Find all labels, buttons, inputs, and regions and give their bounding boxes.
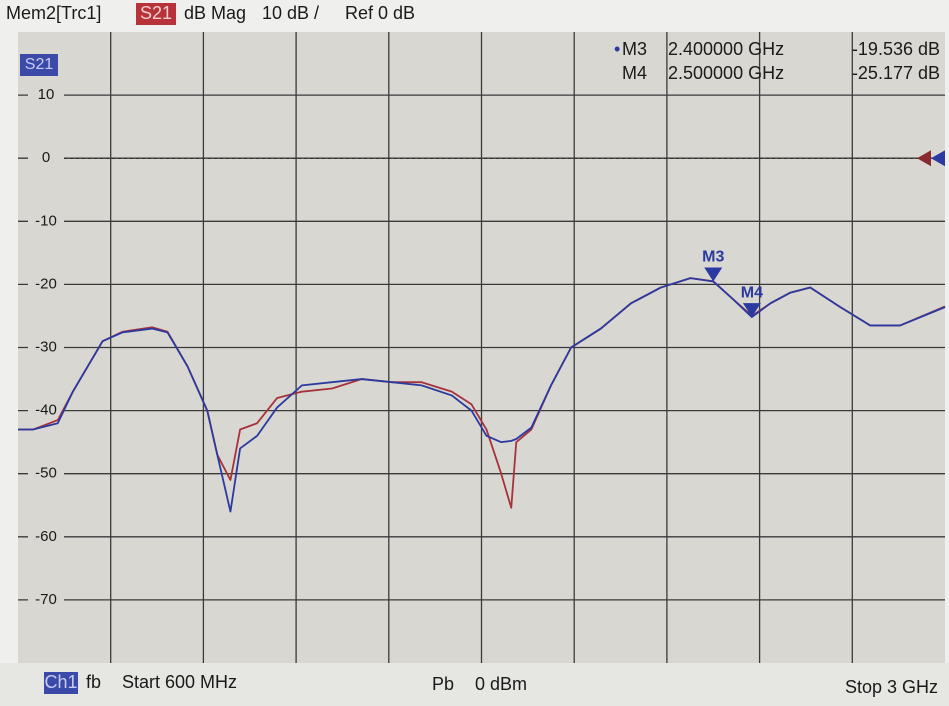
channel: Ch1 [44, 672, 77, 692]
y-tick-label: -60 [35, 528, 57, 545]
y-tick-label: -10 [35, 212, 57, 229]
y-tick-label: 0 [42, 149, 50, 166]
y-tick-label: -50 [35, 465, 57, 482]
fb: fb [86, 672, 101, 692]
pb: Pb [432, 674, 454, 694]
y-tick-label: -20 [35, 275, 57, 292]
param: S21 [140, 3, 172, 23]
y-tick-label: -40 [35, 402, 57, 419]
y-tick-label: -30 [35, 338, 57, 355]
trace-label: S21 [25, 56, 54, 73]
power: 0 dBm [475, 674, 527, 694]
vna-screen: 100-10-20-30-40-50-60-70 Mem2[Trc1] S21 … [0, 0, 949, 706]
marker-table-label: M4 [622, 63, 647, 83]
marker-label: M3 [702, 249, 724, 266]
y-tick-label: -70 [35, 591, 57, 608]
marker-table-frequency: 2.400000 GHz [668, 39, 784, 59]
start-frequency: Start 600 MHz [122, 672, 237, 692]
marker-active-dot: • [614, 39, 620, 59]
scale: 10 dB / [262, 3, 319, 23]
reference: Ref 0 dB [345, 3, 415, 23]
trace-name: Mem2[Trc1] [6, 3, 101, 23]
marker-table-value: -25.177 dB [852, 63, 940, 83]
marker-table-label: M3 [622, 39, 647, 59]
marker-table-value: -19.536 dB [852, 39, 940, 59]
stop-frequency: Stop 3 GHz [845, 677, 938, 697]
marker-label: M4 [741, 284, 763, 301]
marker-table-frequency: 2.500000 GHz [668, 63, 784, 83]
format: dB Mag [184, 3, 246, 23]
y-tick-label: 10 [38, 86, 55, 103]
